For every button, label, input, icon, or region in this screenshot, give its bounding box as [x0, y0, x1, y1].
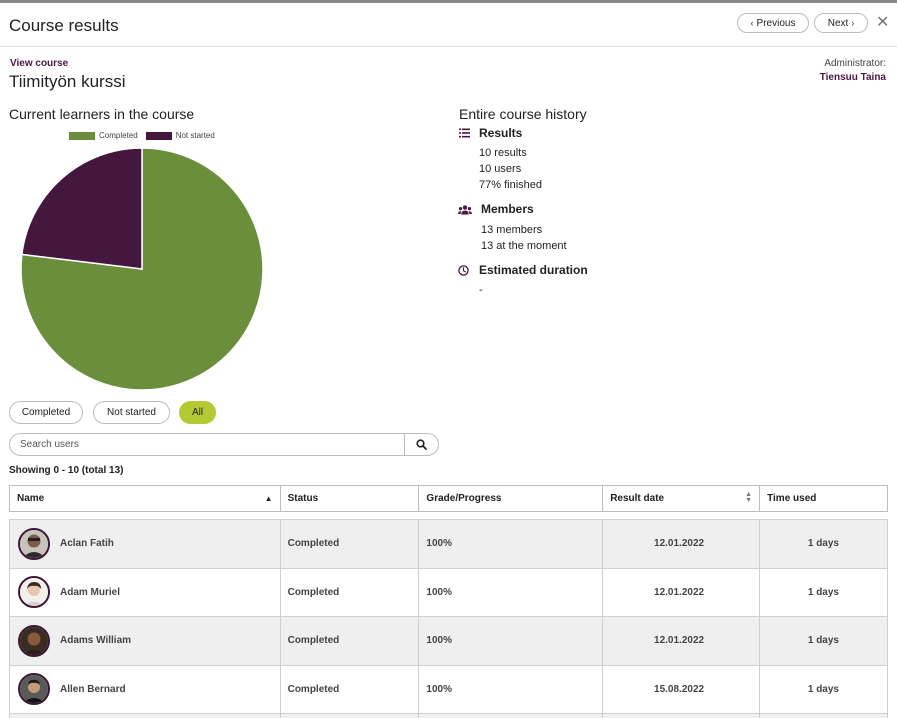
pie-slice-not-started[interactable] [21, 147, 143, 270]
cell-time: 1 days [759, 616, 888, 666]
chevron-right-icon: › [851, 18, 855, 28]
cell-status: Completed [279, 519, 420, 569]
legend-label-completed: Completed [99, 131, 138, 140]
cell-date: 15.08.2022 [602, 664, 761, 714]
table-row[interactable]: Adams William Completed 100% 12.01.2022 … [9, 616, 888, 666]
users-icon [458, 205, 472, 215]
cell-time [759, 713, 888, 718]
cell-name: Allen Bernard [9, 664, 281, 714]
table-spacer [10, 512, 888, 520]
results-heading: Results [479, 126, 523, 140]
cell-grade: 100% [418, 664, 604, 714]
table-row[interactable]: Aclan Fatih Completed 100% 12.01.2022 1 … [9, 519, 888, 569]
cell-time: 1 days [759, 567, 888, 617]
duration-value: - [479, 284, 483, 296]
cell-name: Aclan Fatih [9, 519, 281, 569]
search-icon [416, 439, 427, 450]
window-top-border [0, 0, 897, 3]
table-row[interactable]: Adam Muriel Completed 100% 12.01.2022 1 … [9, 567, 888, 617]
legend-label-not-started: Not started [175, 131, 215, 140]
cell-name: Adams William [9, 616, 281, 666]
admin-label: Administrator: [824, 58, 886, 69]
avatar [18, 576, 50, 609]
avatar [18, 673, 50, 706]
results-count: 10 results [479, 147, 527, 159]
members-count: 13 members [481, 224, 543, 236]
table-row[interactable] [9, 713, 888, 718]
column-header-status: Status [279, 485, 420, 512]
column-header-name-label: Name [17, 493, 45, 504]
learner-name[interactable]: Adams William [60, 635, 132, 647]
next-button[interactable]: Next › [814, 13, 868, 33]
members-current: 13 at the moment [481, 240, 567, 252]
learner-name[interactable]: Adam Muriel [60, 586, 121, 598]
results-finished: 77% finished [479, 179, 542, 191]
cell-grade: 100% [418, 519, 604, 569]
legend-item-not-started[interactable]: Not started [145, 131, 215, 140]
learners-pie-chart [20, 147, 264, 391]
filter-not-started-button[interactable]: Not started [93, 401, 170, 424]
cell-date: 12.01.2022 [602, 519, 761, 569]
column-header-grade: Grade/Progress [418, 485, 604, 512]
admin-name-link[interactable]: Tiensuu Taina [819, 72, 886, 83]
view-course-link[interactable]: View course [10, 58, 69, 69]
legend-item-completed[interactable]: Completed [69, 131, 138, 140]
cell-status: Completed [279, 664, 420, 714]
course-name: Tiimityön kurssi [9, 72, 126, 91]
previous-button[interactable]: ‹ Previous [737, 13, 809, 33]
sort-ascending-icon: ▲ [264, 494, 273, 503]
cell-time: 1 days [759, 664, 888, 714]
cell-grade: 100% [418, 616, 604, 666]
result-count-text: Showing 0 - 10 (total 13) [9, 465, 124, 476]
cell-name: Adam Muriel [9, 567, 281, 617]
duration-heading: Estimated duration [479, 263, 588, 277]
learner-name[interactable]: Aclan Fatih [60, 538, 114, 550]
next-label: Next [827, 17, 849, 29]
list-icon [459, 128, 470, 138]
cell-grade: 100% [418, 567, 604, 617]
legend-swatch-not-started [145, 131, 172, 140]
history-title: Entire course history [459, 106, 587, 122]
sort-icon: ▲ ▼ [745, 491, 753, 504]
column-header-name[interactable]: Name ▲ [9, 485, 281, 512]
filter-completed-button[interactable]: Completed [9, 401, 83, 424]
avatar [18, 624, 50, 657]
current-learners-title: Current learners in the course [9, 106, 195, 122]
table-row[interactable]: Allen Bernard Completed 100% 15.08.2022 … [9, 664, 888, 714]
cell-name [9, 713, 281, 718]
cell-grade [418, 713, 604, 718]
previous-label: Previous [756, 17, 796, 29]
column-header-time: Time used [759, 485, 888, 512]
results-users: 10 users [479, 163, 522, 175]
chevron-left-icon: ‹ [750, 18, 754, 28]
clock-icon [458, 265, 469, 276]
dialog-header: Course results ‹ Previous Next › ✕ [0, 3, 897, 47]
search-box [9, 433, 439, 456]
cell-status: Completed [279, 567, 420, 617]
column-header-date[interactable]: Result date ▲ ▼ [602, 485, 761, 512]
dialog-title: Course results [9, 16, 119, 35]
chart-legend: Completed Not started [69, 131, 223, 140]
legend-swatch-completed [69, 131, 95, 140]
learner-name[interactable]: Allen Bernard [60, 683, 126, 695]
cell-time: 1 days [759, 519, 888, 569]
column-header-date-label: Result date [610, 493, 665, 504]
close-icon[interactable]: ✕ [876, 14, 890, 31]
members-heading: Members [481, 202, 534, 216]
cell-date: 12.01.2022 [602, 616, 761, 666]
cell-date [602, 713, 761, 718]
search-input[interactable] [10, 434, 406, 455]
cell-date: 12.01.2022 [602, 567, 761, 617]
cell-status: Completed [279, 616, 420, 666]
results-table: Name ▲ Status Grade/Progress Result date… [9, 485, 888, 718]
cell-status [279, 713, 420, 718]
search-button[interactable] [404, 434, 438, 455]
filter-all-button[interactable]: All [179, 401, 216, 424]
avatar [18, 527, 50, 560]
table-header-row: Name ▲ Status Grade/Progress Result date… [9, 485, 888, 512]
